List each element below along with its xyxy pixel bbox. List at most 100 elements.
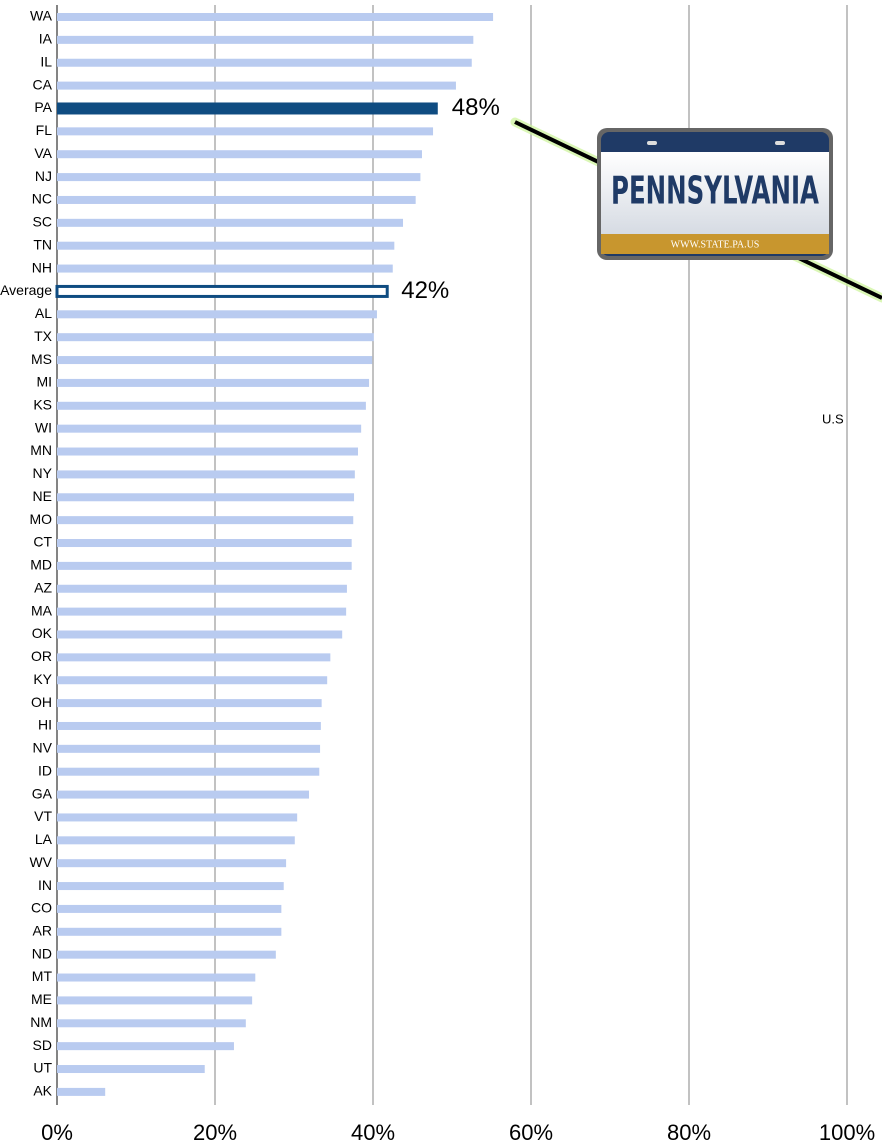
y-tick-label: IN — [38, 877, 52, 893]
bar — [57, 13, 493, 21]
bar — [57, 928, 281, 936]
y-tick-label: NC — [32, 191, 52, 207]
y-tick-label: VT — [34, 808, 52, 824]
bar — [57, 196, 416, 204]
bar — [57, 448, 358, 456]
y-tick-label: MT — [32, 968, 53, 984]
bar — [57, 653, 330, 661]
y-tick-label: MO — [29, 511, 52, 527]
y-tick-label: NV — [33, 740, 53, 756]
plate-state: PENNSYLVANIA — [611, 169, 819, 213]
plate-callout: PENNSYLVANIA WWW.STATE.PA.US — [515, 122, 882, 298]
bar — [57, 493, 354, 501]
y-tick-label: OR — [31, 648, 52, 664]
bar — [57, 356, 372, 364]
x-tick-label: 80% — [667, 1120, 711, 1145]
y-tick-label: MD — [30, 557, 52, 573]
y-tick-label: MA — [31, 602, 53, 618]
bar — [57, 882, 284, 890]
y-tick-label: NE — [33, 488, 52, 504]
y-tick-label: U.S. Average — [0, 282, 52, 298]
y-tick-label: ID — [38, 762, 52, 778]
y-tick-label: AK — [33, 1083, 52, 1099]
y-tick-label: KS — [33, 396, 52, 412]
bar — [57, 813, 297, 821]
y-tick-label: NJ — [35, 168, 52, 184]
bar — [57, 745, 320, 753]
y-tick-label: CA — [33, 76, 53, 92]
y-tick-label: MS — [31, 351, 52, 367]
x-tick-label: 20% — [193, 1120, 237, 1145]
y-tick-label: CO — [31, 900, 52, 916]
bar — [57, 859, 286, 867]
annotation: U.S — [822, 411, 844, 426]
bar — [57, 699, 322, 707]
plate-bolt — [775, 141, 785, 145]
x-tick-label: 0% — [41, 1120, 73, 1145]
bar — [57, 585, 347, 593]
bar — [57, 951, 276, 959]
y-tick-label: ME — [31, 991, 52, 1007]
y-tick-label: SC — [33, 214, 52, 230]
bar — [57, 768, 319, 776]
bar — [57, 379, 369, 387]
y-tick-label: SD — [33, 1037, 52, 1053]
bar — [57, 905, 281, 913]
bar — [57, 562, 352, 570]
y-tick-label: CT — [33, 534, 52, 550]
y-tick-label: VA — [34, 145, 52, 161]
y-tick-label: HI — [38, 717, 52, 733]
bar — [57, 310, 377, 318]
y-tick-label: GA — [32, 785, 53, 801]
bar — [57, 974, 255, 982]
y-tick-label: LA — [35, 831, 53, 847]
bar — [57, 470, 355, 478]
y-tick-label: ND — [32, 945, 52, 961]
y-tick-label: WA — [30, 8, 53, 24]
bar — [57, 722, 321, 730]
y-tick-label: AL — [35, 305, 52, 321]
bar — [57, 82, 456, 90]
bar — [57, 539, 352, 547]
bar — [57, 242, 394, 250]
y-tick-label: WI — [35, 419, 52, 435]
y-tick-label: PA — [34, 99, 52, 115]
y-tick-label: OH — [31, 694, 52, 710]
y-tick-label: AZ — [34, 579, 52, 595]
bar — [57, 173, 420, 181]
y-tick-label: OK — [32, 625, 53, 641]
bar — [57, 425, 361, 433]
y-tick-label: TN — [33, 236, 52, 252]
y-tick-label: IL — [40, 53, 52, 69]
plate-url: WWW.STATE.PA.US — [671, 239, 760, 250]
bar — [57, 996, 252, 1004]
bar — [57, 219, 403, 227]
y-tick-label: NM — [30, 1014, 52, 1030]
y-tick-label: AR — [33, 923, 52, 939]
y-tick-label: NY — [33, 465, 53, 481]
y-tick-label: MN — [30, 442, 52, 458]
y-tick-label: TX — [34, 328, 53, 344]
bar — [57, 630, 342, 638]
y-tick-label: UT — [33, 1060, 52, 1076]
bar — [57, 127, 433, 135]
bar — [57, 1088, 105, 1096]
y-tick-label: FL — [36, 122, 53, 138]
x-tick-label: 100% — [819, 1120, 875, 1145]
bar — [57, 333, 374, 341]
bar — [57, 150, 422, 158]
bar — [57, 265, 393, 273]
bar — [57, 286, 387, 296]
bar — [57, 59, 472, 67]
bar — [57, 102, 438, 114]
bar — [57, 836, 295, 844]
bar — [57, 1065, 205, 1073]
plate-bolt — [647, 141, 657, 145]
chart: PENNSYLVANIA WWW.STATE.PA.US U.S 0% 20% 40… — [0, 0, 882, 1148]
bar — [57, 608, 346, 616]
x-tick-label: 60% — [509, 1120, 553, 1145]
bars — [57, 13, 493, 1096]
x-tick-label: 40% — [351, 1120, 395, 1145]
bar — [57, 402, 366, 410]
bar — [57, 516, 353, 524]
